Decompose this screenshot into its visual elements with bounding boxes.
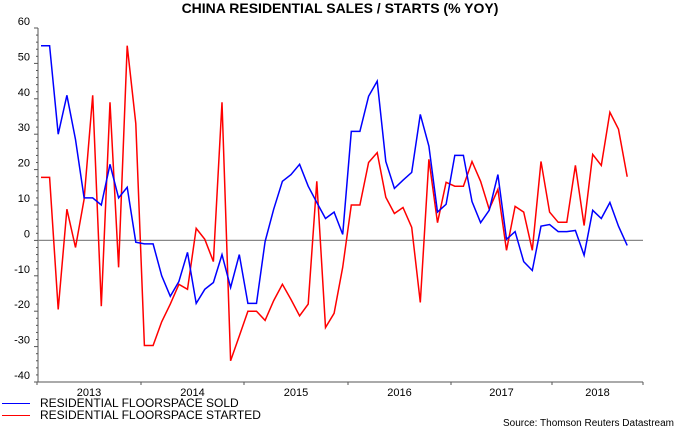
- y-tick-label: 10: [18, 193, 30, 205]
- axes: 60 50 40 30 20 10 0 -10 -20 -30 -40 2013 2014 2015 201…: [14, 16, 644, 399]
- x-tick-label: 2015: [284, 387, 308, 399]
- x-tick-label: 2018: [585, 387, 609, 399]
- legend: RESIDENTIAL FLOORSPACE SOLD RESIDENTIAL …: [0, 397, 261, 421]
- y-tick-label: -20: [14, 299, 30, 311]
- legend-label: RESIDENTIAL FLOORSPACE STARTED: [40, 408, 261, 422]
- series-line: [41, 44, 628, 306]
- y-tick-label: 50: [18, 51, 30, 63]
- y-tick-label: -40: [14, 370, 30, 382]
- x-tick-label: 2016: [387, 387, 411, 399]
- legend-label: RESIDENTIAL FLOORSPACE SOLD: [40, 396, 239, 410]
- y-tick-label: 20: [18, 158, 30, 170]
- x-tick-label: 2017: [489, 387, 513, 399]
- legend-swatch-blue: [2, 402, 30, 404]
- x-tick-label: 2014: [180, 387, 204, 399]
- series-line: [41, 45, 628, 362]
- y-tick-label: -10: [14, 264, 30, 276]
- legend-item-sold: RESIDENTIAL FLOORSPACE SOLD: [0, 397, 261, 409]
- y-tick-label: -30: [14, 335, 30, 347]
- y-tick-label: 30: [18, 122, 30, 134]
- source-note: Source: Thomson Reuters Datastream: [502, 418, 674, 429]
- x-tick-label: 2013: [77, 387, 101, 399]
- y-tick-label: 0: [24, 228, 30, 240]
- legend-swatch-red: [2, 414, 30, 416]
- chart-title: CHINA RESIDENTIAL SALES / STARTS (% YOY): [181, 0, 499, 16]
- y-tick-label: 60: [18, 16, 30, 28]
- legend-item-started: RESIDENTIAL FLOORSPACE STARTED: [0, 409, 261, 421]
- y-tick-label: 40: [18, 87, 30, 99]
- series-lines: [41, 44, 628, 362]
